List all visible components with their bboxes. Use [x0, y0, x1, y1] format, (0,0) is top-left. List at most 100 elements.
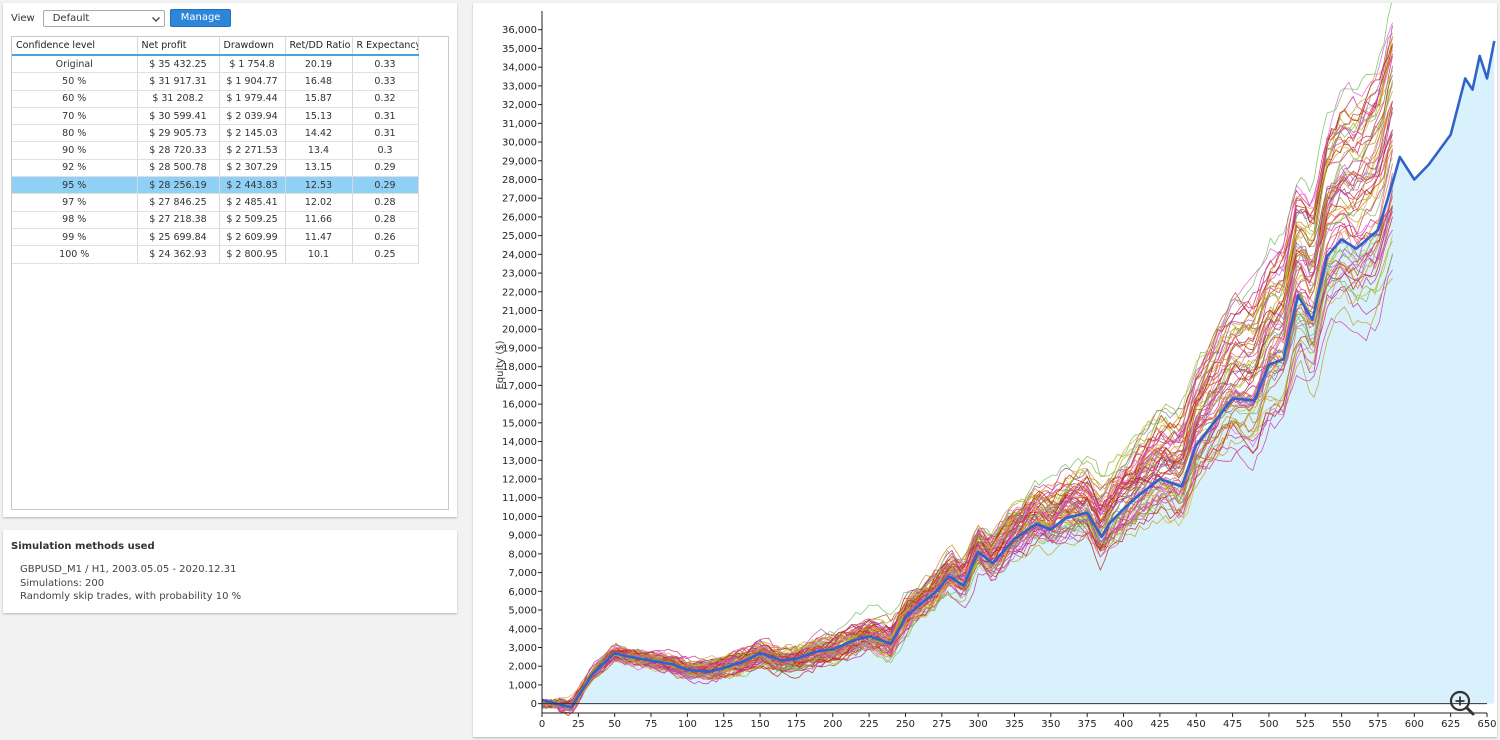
- x-tick-label: 625: [1441, 719, 1460, 730]
- table-row[interactable]: 92 % $ 28 500.78 $ 2 307.29 13.15 0.29: [12, 159, 419, 178]
- x-tick-label: 500: [1259, 719, 1278, 730]
- y-tick-label: 23,000: [502, 269, 537, 280]
- y-tick-label: 20,000: [502, 325, 537, 336]
- column-header-drawdown[interactable]: Drawdown: [219, 37, 286, 56]
- table-row[interactable]: 98 % $ 27 218.38 $ 2 509.25 11.66 0.28: [12, 211, 419, 229]
- simulation-method-line: Simulations: 200: [20, 577, 105, 589]
- cell-ret-dd: 16.48: [285, 72, 353, 91]
- column-header-r-expectancy[interactable]: R Expectancy: [352, 37, 419, 56]
- cell-net-profit: $ 25 699.84: [137, 228, 220, 247]
- x-tick-label: 100: [678, 719, 697, 730]
- y-tick-label: 33,000: [502, 81, 537, 92]
- y-tick-label: 29,000: [502, 156, 537, 167]
- y-tick-label: 5,000: [508, 606, 537, 617]
- view-toolbar: View Default Manage: [11, 8, 232, 28]
- cell-confidence: 90 %: [12, 141, 138, 160]
- x-tick-label: 275: [932, 719, 951, 730]
- cell-r-expectancy: 0.32: [352, 90, 419, 108]
- cell-net-profit: $ 28 720.33: [137, 141, 220, 160]
- cell-drawdown: $ 2 145.03: [219, 124, 286, 143]
- x-tick-label: 25: [572, 719, 585, 730]
- x-tick-label: 425: [1150, 719, 1169, 730]
- y-tick-label: 2,000: [508, 662, 537, 673]
- cell-net-profit: $ 29 905.73: [137, 124, 220, 143]
- cell-drawdown: $ 2 609.99: [219, 228, 286, 247]
- cell-confidence: 98 %: [12, 211, 138, 229]
- equity-area-fill: [542, 40, 1495, 708]
- table-row[interactable]: 60 % $ 31 208.2 $ 1 979.44 15.87 0.32: [12, 90, 419, 108]
- view-select[interactable]: Default: [42, 9, 165, 27]
- cell-ret-dd: 13.15: [285, 159, 353, 178]
- cell-confidence: Original: [12, 55, 138, 74]
- x-tick-label: 175: [787, 719, 806, 730]
- cell-r-expectancy: 0.31: [352, 124, 419, 143]
- y-tick-label: 6,000: [508, 587, 537, 598]
- x-tick-label: 525: [1296, 719, 1315, 730]
- column-header-confidence[interactable]: Confidence level: [12, 37, 138, 56]
- column-header-net-profit[interactable]: Net profit: [137, 37, 220, 56]
- results-table: Confidence level Net profit Drawdown Ret…: [12, 37, 419, 264]
- column-header-ret-dd[interactable]: Ret/DD Ratio: [285, 37, 353, 56]
- simulation-methods-title: Simulation methods used: [11, 541, 155, 552]
- cell-confidence: 97 %: [12, 193, 138, 212]
- cell-net-profit: $ 24 362.93: [137, 245, 220, 264]
- cell-r-expectancy: 0.33: [352, 72, 419, 91]
- zoom-icon[interactable]: [1449, 690, 1475, 716]
- table-row[interactable]: 97 % $ 27 846.25 $ 2 485.41 12.02 0.28: [12, 193, 419, 212]
- cell-ret-dd: 12.02: [285, 193, 353, 212]
- cell-drawdown: $ 2 271.53: [219, 141, 286, 160]
- x-tick-label: 475: [1223, 719, 1242, 730]
- table-row-selected[interactable]: 95 % $ 28 256.19 $ 2 443.83 12.53 0.29: [12, 176, 419, 195]
- cell-r-expectancy: 0.26: [352, 228, 419, 247]
- y-tick-label: 30,000: [502, 138, 537, 149]
- cell-net-profit: $ 31 917.31: [137, 72, 220, 91]
- cell-r-expectancy: 0.3: [352, 141, 419, 160]
- table-row[interactable]: 100 % $ 24 362.93 $ 2 800.95 10.1 0.25: [12, 245, 419, 264]
- x-tick-label: 75: [645, 719, 658, 730]
- cell-net-profit: $ 35 432.25: [137, 55, 220, 74]
- simulation-series-line: [541, 35, 1393, 707]
- equity-chart: 0 1,000 2,000 3,000 4,000 5,000 6,000 7,000 8,00…: [495, 0, 1497, 730]
- y-tick-label: 28,000: [502, 175, 537, 186]
- y-tick-label: 31,000: [502, 119, 537, 130]
- simulation-method-line: GBPUSD_M1 / H1, 2003.05.05 - 2020.12.31: [20, 564, 237, 575]
- cell-drawdown: $ 1 904.77: [219, 72, 286, 91]
- cell-confidence: 70 %: [12, 107, 138, 126]
- cell-net-profit: $ 30 599.41: [137, 107, 220, 126]
- cell-drawdown: $ 1 979.44: [219, 90, 286, 108]
- y-tick-label: 12,000: [502, 475, 537, 486]
- table-row[interactable]: 50 % $ 31 917.31 $ 1 904.77 16.48 0.33: [12, 72, 419, 91]
- table-row[interactable]: Original $ 35 432.25 $ 1 754.8 20.19 0.33: [12, 55, 419, 74]
- cell-confidence: 80 %: [12, 124, 138, 143]
- cell-confidence: 92 %: [12, 159, 138, 178]
- table-row[interactable]: 90 % $ 28 720.33 $ 2 271.53 13.4 0.3: [12, 141, 419, 160]
- x-tick-label: 450: [1187, 719, 1206, 730]
- y-tick-label: 7,000: [508, 568, 537, 579]
- simulation-series-line: [541, 46, 1393, 709]
- view-select-value: Default: [52, 12, 90, 24]
- cell-confidence: 100 %: [12, 245, 138, 264]
- y-tick-label: 8,000: [508, 549, 537, 560]
- cell-net-profit: $ 27 218.38: [137, 211, 220, 229]
- cell-ret-dd: 13.4: [285, 141, 353, 160]
- table-row[interactable]: 99 % $ 25 699.84 $ 2 609.99 11.47 0.26: [12, 228, 419, 247]
- cell-ret-dd: 10.1: [285, 245, 353, 264]
- simulation-series-line: [541, 229, 1393, 707]
- manage-button[interactable]: Manage: [169, 9, 232, 27]
- x-tick-label: 300: [969, 719, 988, 730]
- simulation-methods-list: GBPUSD_M1 / H1, 2003.05.05 - 2020.12.31 …: [20, 563, 241, 604]
- y-tick-label: 34,000: [502, 63, 537, 74]
- table-row[interactable]: 80 % $ 29 905.73 $ 2 145.03 14.42 0.31: [12, 124, 419, 143]
- y-tick-label: 32,000: [502, 100, 537, 111]
- table-row[interactable]: 70 % $ 30 599.41 $ 2 039.94 15.13 0.31: [12, 107, 419, 126]
- y-tick-label: 10,000: [502, 512, 537, 523]
- y-tick-label: 11,000: [502, 493, 537, 504]
- y-tick-label: 16,000: [502, 400, 537, 411]
- y-tick-label: 19,000: [502, 343, 537, 354]
- cell-r-expectancy: 0.29: [352, 176, 419, 195]
- x-tick-label: 225: [860, 719, 879, 730]
- cell-drawdown: $ 1 754.8: [219, 55, 286, 74]
- cell-r-expectancy: 0.28: [352, 211, 419, 229]
- results-table-container: Confidence level Net profit Drawdown Ret…: [11, 36, 449, 510]
- cell-drawdown: $ 2 443.83: [219, 176, 286, 195]
